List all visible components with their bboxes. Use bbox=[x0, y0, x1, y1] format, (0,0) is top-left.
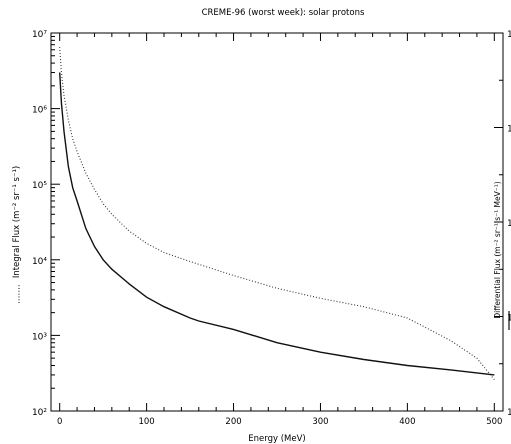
y-right-tick-label: 10⁶ bbox=[507, 125, 511, 135]
x-tick-label: 0 bbox=[57, 417, 62, 427]
y-axis-right-label: Differential Flux (m⁻² sr⁻¹ s⁻¹ MeV⁻¹) bbox=[493, 181, 502, 318]
y-right-tick-label: 10⁴ bbox=[507, 219, 511, 229]
y-axis-left-label: Integral Flux (m⁻² sr⁻¹ s⁻¹) bbox=[12, 166, 22, 278]
x-tick-label: 400 bbox=[399, 417, 415, 427]
series-group bbox=[59, 47, 495, 380]
y-left-tick-label: 10⁷ bbox=[32, 30, 47, 40]
series-dotted-line bbox=[59, 47, 495, 380]
series-solid-line bbox=[59, 72, 495, 376]
chart-title: CREME-96 (worst week): solar protons bbox=[202, 8, 365, 18]
y-axis-left: 10² 10³ 10⁴ 10⁵ 10⁶ 10⁷ bbox=[32, 30, 60, 418]
x-tick-label: 200 bbox=[225, 417, 241, 427]
y-left-tick-label: 10⁶ bbox=[32, 106, 47, 116]
y-left-tick-label: 10² bbox=[32, 408, 47, 418]
y-left-tick-label: 10³ bbox=[32, 332, 47, 342]
y-left-tick-label: 10⁴ bbox=[32, 257, 47, 267]
plot-frame bbox=[50, 32, 504, 412]
x-tick-label: 300 bbox=[312, 417, 328, 427]
y-left-tick-label: 10⁵ bbox=[32, 181, 47, 191]
x-axis: 0 100 200 300 400 500 bbox=[57, 33, 502, 427]
x-tick-label: 500 bbox=[486, 417, 502, 427]
y-right-tick-label: 10⁸ bbox=[507, 30, 511, 40]
x-tick-label: 100 bbox=[138, 417, 154, 427]
x-axis-label: Energy (MeV) bbox=[248, 434, 305, 444]
y-right-tick-label: 10⁰ bbox=[507, 408, 511, 418]
